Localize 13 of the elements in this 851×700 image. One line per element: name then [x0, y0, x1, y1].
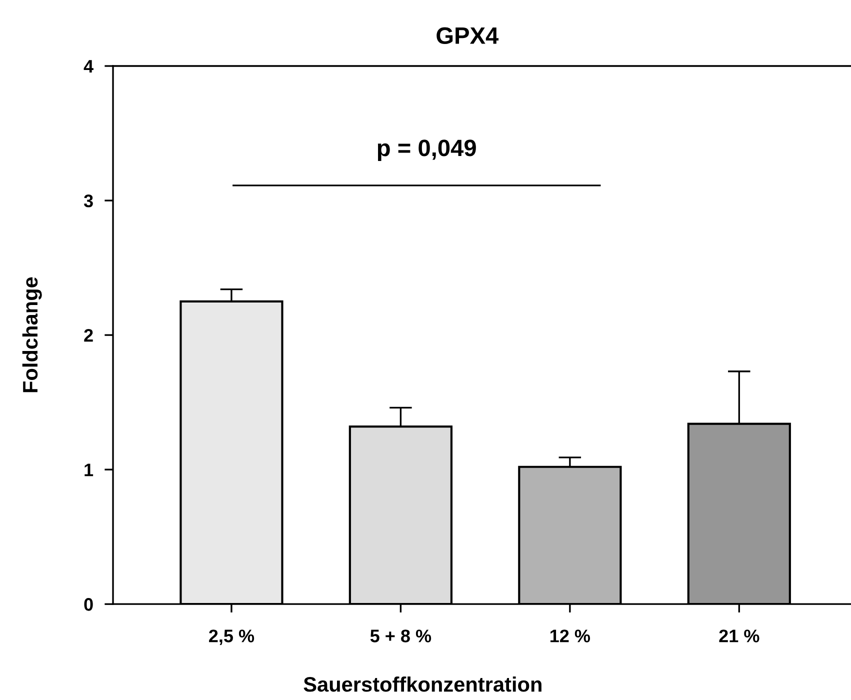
x-tick-label: 5 + 8 %	[370, 630, 432, 642]
y-tick-label: 3	[84, 194, 93, 208]
x-tick-label: 21 %	[719, 630, 760, 642]
y-tick-label: 1	[84, 464, 94, 476]
x-axis-title: Sauerstoffkonzentration	[304, 676, 542, 692]
y-tick-label: 4	[84, 60, 94, 73]
y-tick-label: 0	[84, 598, 93, 611]
y-axis-title: Foldchange	[22, 277, 42, 392]
chart-title: GPX4	[436, 27, 499, 44]
x-tick-label: 2,5 %	[209, 630, 254, 645]
y-tick-label: 2	[84, 328, 93, 342]
annotation: p = 0,049	[378, 140, 476, 161]
x-tick-label: 12 %	[550, 630, 590, 642]
